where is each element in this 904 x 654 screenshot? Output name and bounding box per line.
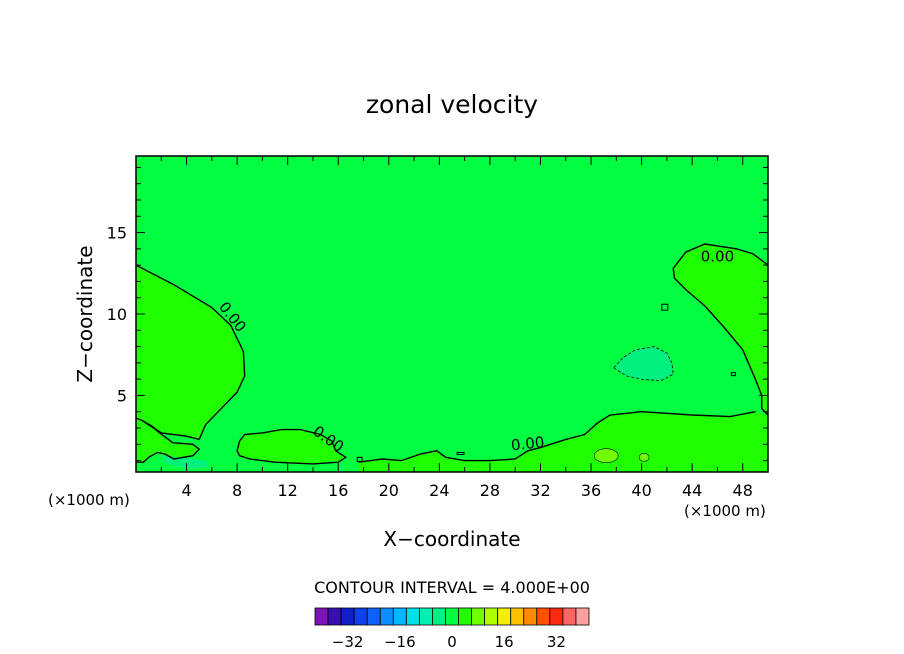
contour-small-feature [661,303,669,311]
x-tick-label: 12 [278,481,298,500]
x-tick-label: 4 [181,481,191,500]
contour-mid [236,428,348,465]
contour-lines [135,243,769,465]
x-tick-label: 24 [429,481,449,500]
y-axis-label: Z−coordinate [73,245,97,382]
x-tick-label: 48 [733,481,753,500]
colorbar-swatch [379,607,394,626]
contour-label: 0.00 [701,247,734,265]
colorbar-swatch [562,607,577,626]
colorbar-tick-label: −32 [332,633,364,651]
x-tick-label: 16 [328,481,348,500]
colorbar [314,607,590,626]
colorbar-swatch [523,607,538,626]
colorbar-swatch [471,607,486,626]
colorbar-swatch [327,607,342,626]
x-axis-label: X−coordinate [383,527,520,551]
contour-left-strip [136,420,201,463]
colorbar-swatch [405,607,420,626]
colorbar-swatch [418,607,433,626]
contour-right [672,243,769,416]
colorbar-tick-label: 0 [447,633,457,651]
y-tick-label: 15 [107,224,127,243]
contour-interval-label: CONTOUR INTERVAL = 4.000E+00 [314,578,590,597]
region-left-positive [136,265,245,440]
colorbar-swatch [536,607,551,626]
x-tick-label: 44 [682,481,702,500]
colorbar-swatch [353,607,368,626]
x-unit-left: (×1000 m) [48,491,130,509]
colorbar-tick-label: 32 [547,633,566,651]
colorbar-swatch [340,607,355,626]
contour-small-feature [356,456,363,462]
x-tick-label: 28 [480,481,500,500]
region-left-strip [136,418,200,463]
y-tick-labels: 5 10 15 [107,224,127,406]
colorbar-tick-label: −16 [384,633,416,651]
x-tick-label: 40 [631,481,651,500]
contour-bottom [358,410,756,463]
x-unit-right: (×1000 m) [684,502,766,520]
colorbar-swatch [445,607,459,626]
chart-title: zonal velocity [366,90,538,119]
x-tick-label: 32 [530,481,550,500]
contour-small-feature [593,448,619,464]
y-tick-label: 10 [107,305,127,324]
colorbar-swatch [549,607,564,626]
colorbar-swatch [575,607,590,626]
plot-fills [136,156,768,472]
colorbar-swatch [314,607,329,626]
region-mid-positive [237,429,346,464]
contour-small-feature [638,453,650,462]
colorbar-swatch [484,607,499,626]
colorbar-swatch [510,607,525,626]
colorbar-tick-label: 16 [495,633,514,651]
region-negative-blob [613,346,674,381]
x-tick-label: 8 [232,481,242,500]
contour-negative-blob [613,346,674,382]
axis-ticks [136,156,769,472]
x-tick-labels: 4 8 12 16 20 24 28 32 36 40 44 48 [181,481,752,500]
region-bottom-positive [358,411,768,472]
colorbar-swatch [366,607,381,626]
x-tick-label: 20 [379,481,399,500]
colorbar-swatch [497,607,512,626]
colorbar-labels: −32 −16 0 16 32 [332,633,566,651]
contour-small-feature [730,372,736,377]
colorbar-swatch [458,607,472,626]
region-right-positive [673,244,768,415]
contour-small-feature [456,451,465,455]
x-tick-label: 36 [581,481,601,500]
colorbar-swatch [432,607,446,626]
colorbar-swatch [392,607,407,626]
y-tick-label: 5 [117,386,127,405]
contour-label: 0.00 [510,433,545,454]
